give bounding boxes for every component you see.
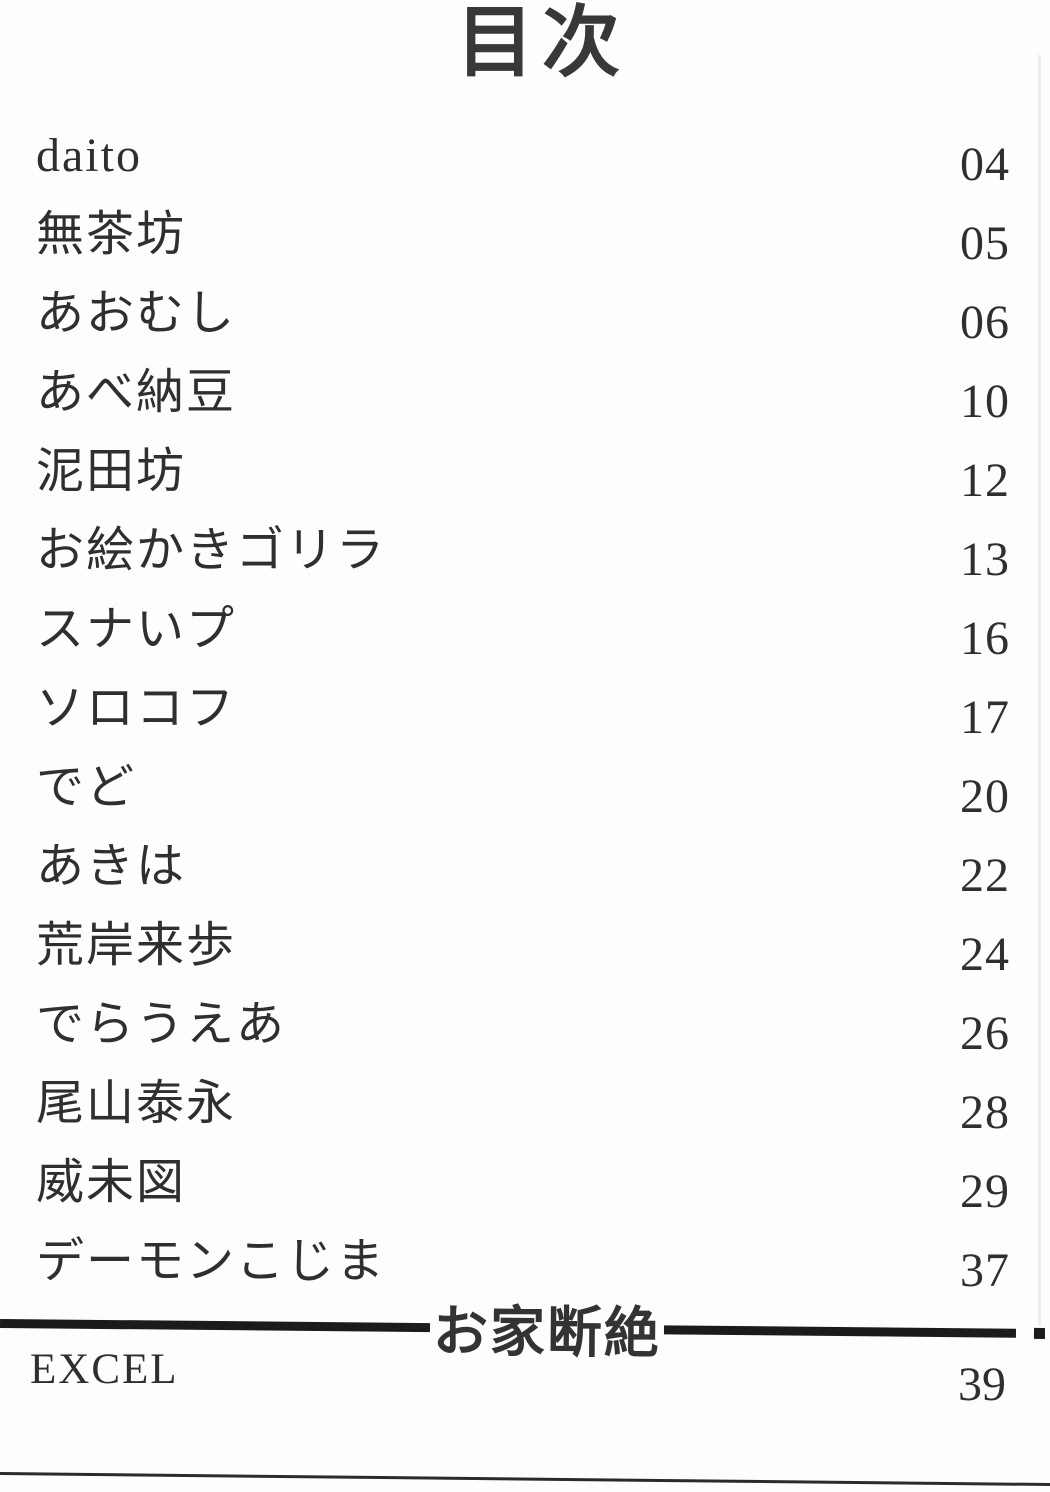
toc-row: 荒岸来歩 24 bbox=[0, 916, 1050, 995]
toc-page-number: 17 bbox=[960, 691, 1010, 744]
toc-entry-name: あおむし bbox=[36, 287, 237, 340]
toc-entry-name: お絵かきゴリラ bbox=[36, 524, 387, 577]
toc-page-number: 20 bbox=[960, 770, 1010, 823]
toc-list: daito 04 無茶坊 05 あおむし 06 あべ納豆 10 泥田坊 12 お… bbox=[0, 126, 1050, 1311]
toc-page-number: 10 bbox=[960, 375, 1010, 428]
toc-page-number: 26 bbox=[960, 1007, 1010, 1060]
divider-end-mark bbox=[1033, 1327, 1046, 1339]
toc-row: ソロコフ 17 bbox=[0, 679, 1050, 758]
toc-row: あおむし 06 bbox=[0, 284, 1050, 363]
toc-entry-name: でど bbox=[36, 761, 137, 814]
toc-entry-name: 泥田坊 bbox=[36, 445, 187, 498]
toc-page-number: 12 bbox=[960, 454, 1010, 507]
toc-row: デーモンこじま 37 bbox=[0, 1232, 1050, 1311]
toc-entry-name: でらうえあ bbox=[36, 998, 287, 1051]
divider-line-right bbox=[663, 1324, 1017, 1338]
toc-entry-name: 無茶坊 bbox=[36, 208, 187, 261]
toc-entry-name: 荒岸来歩 bbox=[36, 919, 237, 972]
toc-page-number: 05 bbox=[960, 217, 1010, 270]
toc-page-number: 04 bbox=[960, 138, 1010, 191]
toc-page-number: 22 bbox=[960, 849, 1010, 902]
toc-page-number: 29 bbox=[960, 1165, 1010, 1218]
divider-line-left bbox=[0, 1318, 431, 1332]
toc-row: 泥田坊 12 bbox=[0, 442, 1050, 521]
toc-page-number: 39 bbox=[958, 1358, 1006, 1411]
toc-page-number: 06 bbox=[960, 296, 1010, 349]
toc-row: でらうえあ 26 bbox=[0, 995, 1050, 1074]
scan-edge-line bbox=[1038, 55, 1041, 1325]
toc-page-number: 16 bbox=[960, 612, 1010, 665]
toc-entry-name: 威未図 bbox=[36, 1156, 187, 1209]
toc-row: お絵かきゴリラ 13 bbox=[0, 521, 1050, 600]
toc-entry-name: 尾山泰永 bbox=[36, 1077, 237, 1130]
page-bottom-edge-line bbox=[0, 1472, 1050, 1487]
toc-entry-name: デーモンこじま bbox=[36, 1235, 387, 1288]
toc-row: でど 20 bbox=[0, 758, 1050, 837]
toc-entry-name: ソロコフ bbox=[36, 682, 237, 735]
toc-entry-name: スナいプ bbox=[36, 603, 237, 656]
toc-page-number: 24 bbox=[960, 928, 1010, 981]
toc-row: スナいプ 16 bbox=[0, 600, 1050, 679]
toc-page-number: 37 bbox=[960, 1244, 1010, 1297]
toc-row: あきは 22 bbox=[0, 837, 1050, 916]
toc-row-after-divider: EXCEL 39 bbox=[0, 1344, 1050, 1411]
toc-row: daito 04 bbox=[0, 126, 1050, 205]
toc-entry-name: あべ納豆 bbox=[36, 366, 237, 419]
toc-entry-name: EXCEL bbox=[30, 1346, 179, 1393]
page-title: 目次 bbox=[455, 0, 628, 86]
toc-row: 尾山泰永 28 bbox=[0, 1074, 1050, 1153]
toc-entry-name: daito bbox=[36, 129, 142, 182]
toc-page-number: 28 bbox=[960, 1086, 1010, 1139]
toc-entry-name: あきは bbox=[36, 840, 187, 893]
toc-row: 無茶坊 05 bbox=[0, 205, 1050, 284]
toc-row: 威未図 29 bbox=[0, 1153, 1050, 1232]
toc-row: あべ納豆 10 bbox=[0, 363, 1050, 442]
toc-page-number: 13 bbox=[960, 533, 1010, 586]
